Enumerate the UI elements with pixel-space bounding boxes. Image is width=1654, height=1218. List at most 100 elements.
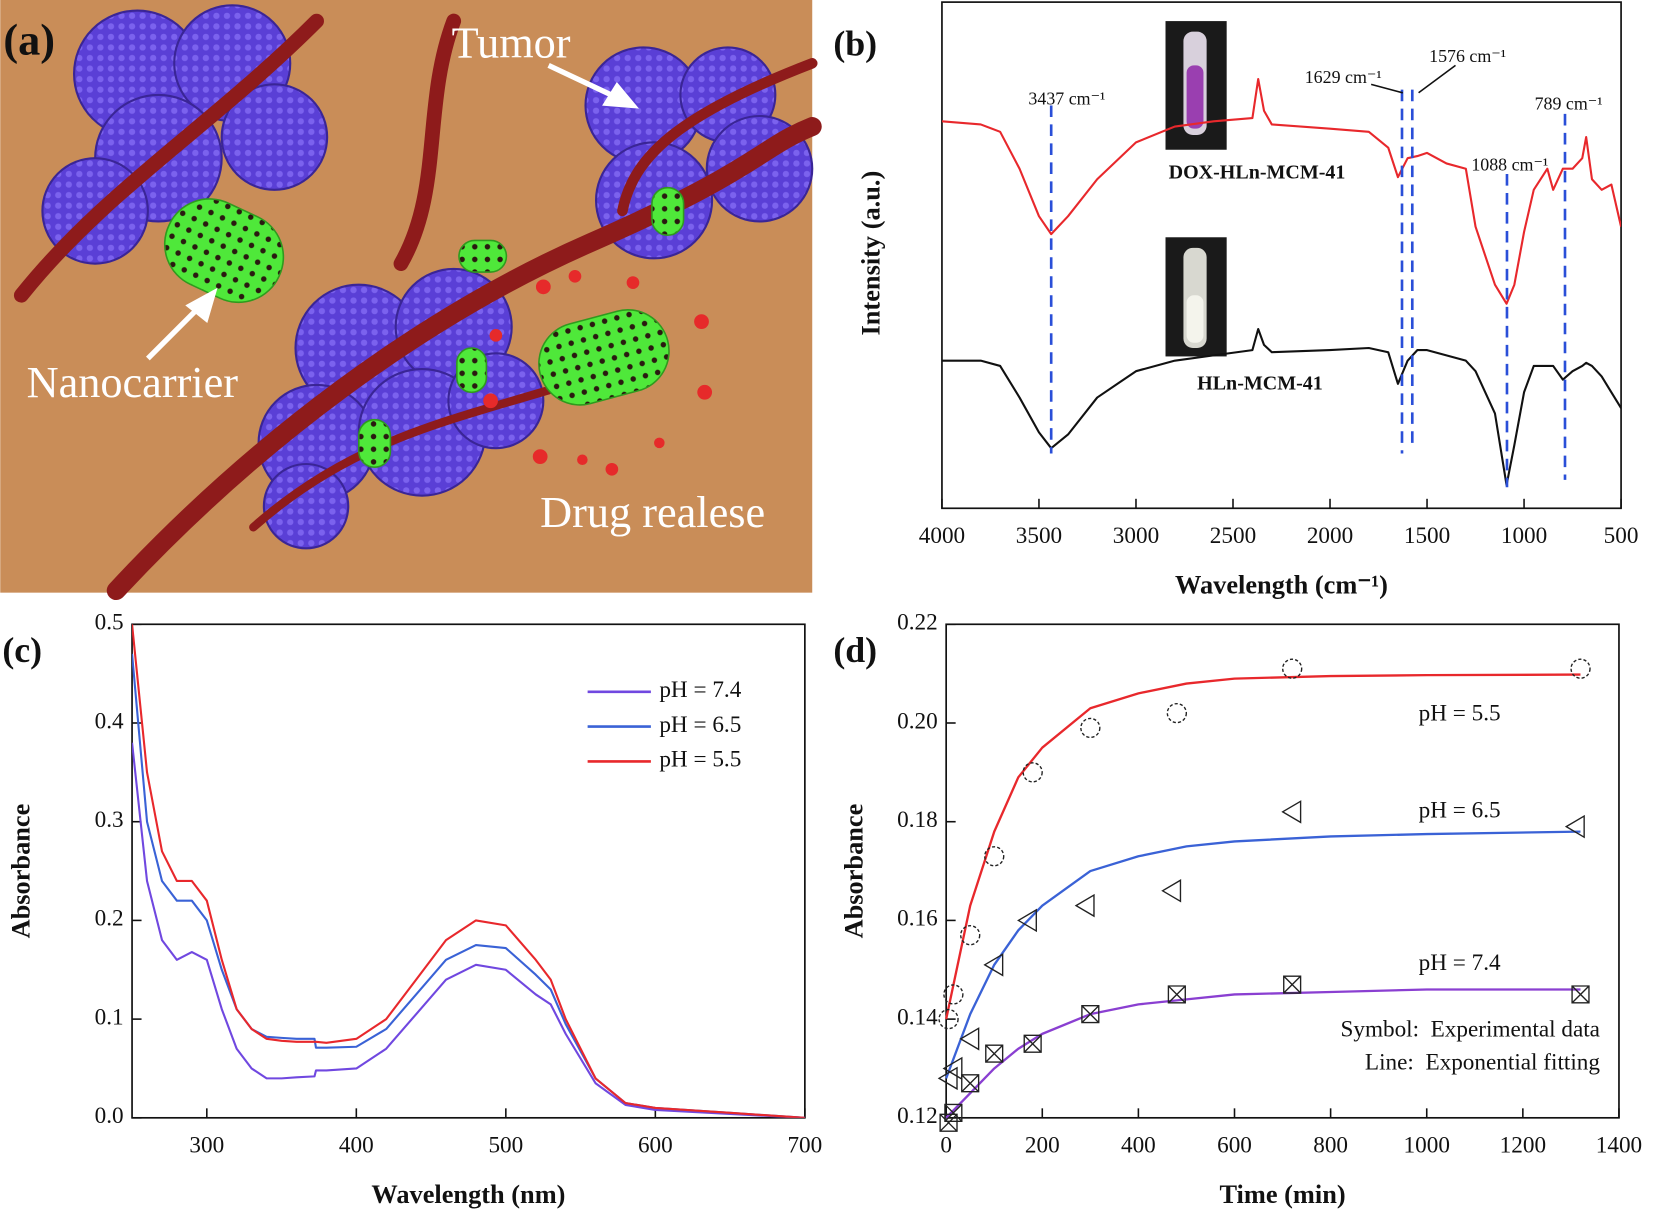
marker xyxy=(937,1066,958,1091)
panel: (c) Wavelength (nm) Absorbance 300 400 500 600… xyxy=(2,610,822,1209)
x-tick-label: 300 xyxy=(189,1133,224,1159)
annotation-label: 789 cm⁻¹ xyxy=(1535,94,1603,114)
data-line xyxy=(945,673,1581,1020)
y-tick-label: 0.22 xyxy=(897,610,938,636)
marker xyxy=(1281,658,1303,679)
data-line xyxy=(132,742,805,1118)
annotation-arrow xyxy=(1418,64,1456,94)
panel-label: (a) xyxy=(3,15,55,64)
marker xyxy=(961,1074,980,1093)
panel: (d) Time (min) Absorbance 0 200 400 600 800 1000… xyxy=(833,610,1642,1209)
plot-frame xyxy=(941,1,1622,510)
vial-photos xyxy=(1165,21,1227,357)
series-label: pH = 6.5 xyxy=(1419,797,1501,823)
marker xyxy=(959,1027,980,1051)
annotation: Line: Exponential fitting xyxy=(1365,1049,1600,1075)
x-tick-label: 400 xyxy=(339,1133,374,1159)
y-tick-label: 0.4 xyxy=(95,708,124,734)
legend-label: pH = 5.5 xyxy=(659,747,741,773)
legend-label: pH = 6.5 xyxy=(659,712,741,738)
data-line xyxy=(941,327,1622,487)
marker xyxy=(1017,908,1037,933)
x-tick-label: 1500 xyxy=(1404,523,1450,549)
y-tick-label: 0.14 xyxy=(897,1004,938,1030)
y-axis-title: Absorbance xyxy=(840,803,869,938)
blood-vessels xyxy=(13,13,822,601)
panel: (b) Wavelength (cm⁻¹) Intensity (a.u.) 4000… xyxy=(833,1,1638,599)
series-label: pH = 7.4 xyxy=(1419,950,1501,976)
marker xyxy=(1022,762,1043,783)
illustration-label: Tumor xyxy=(452,19,571,68)
x-tick-label: 1000 xyxy=(1404,1133,1450,1159)
marker xyxy=(960,925,981,946)
marker xyxy=(938,1008,959,1030)
marker xyxy=(1161,879,1182,903)
data-line xyxy=(941,78,1622,305)
x-tick-label: 4000 xyxy=(919,523,965,549)
panel-label: (c) xyxy=(2,630,42,670)
x-tick-label: 200 xyxy=(1025,1133,1060,1159)
nanocarriers xyxy=(163,186,685,468)
marker xyxy=(1023,1034,1042,1053)
annotation-label: 1576 cm⁻¹ xyxy=(1429,46,1506,66)
x-tick-label: 0 xyxy=(940,1133,952,1159)
x-tick-label: 1200 xyxy=(1500,1133,1546,1159)
marker xyxy=(944,1103,963,1123)
x-tick-label: 400 xyxy=(1121,1133,1156,1159)
drug-release xyxy=(483,269,713,476)
marker xyxy=(1564,814,1585,839)
marker xyxy=(1074,893,1095,918)
x-tick-label: 1000 xyxy=(1501,523,1547,549)
x-axis-title: Wavelength (nm) xyxy=(371,1180,565,1209)
marker xyxy=(984,846,1005,867)
data-line xyxy=(945,988,1581,1119)
data-line xyxy=(132,624,805,1118)
data-line xyxy=(945,830,1581,1079)
y-tick-label: 0.5 xyxy=(95,610,124,636)
y-tick-label: 0.3 xyxy=(95,807,124,833)
marker xyxy=(1080,717,1101,739)
annotation-label: 3437 cm⁻¹ xyxy=(1028,88,1105,108)
annotation-label: 1629 cm⁻¹ xyxy=(1305,67,1382,87)
data-line xyxy=(132,653,805,1118)
x-tick-label: 700 xyxy=(787,1133,822,1159)
y-tick-label: 0.16 xyxy=(897,906,938,932)
y-axis-title: Intensity (a.u.) xyxy=(856,171,885,336)
x-tick-label: 800 xyxy=(1313,1133,1348,1159)
marker xyxy=(1167,985,1186,1004)
y-tick-label: 0.0 xyxy=(95,1103,124,1129)
arrows xyxy=(146,62,640,361)
y-tick-label: 0.20 xyxy=(897,708,938,734)
series-label: DOX-HLn-MCM-41 xyxy=(1169,162,1346,184)
y-tick-label: 0.1 xyxy=(95,1004,124,1030)
marker xyxy=(983,953,1004,977)
x-tick-label: 500 xyxy=(488,1133,523,1159)
illustration-label: Drug realese xyxy=(540,488,765,537)
marker xyxy=(1166,702,1188,724)
panel-label: (b) xyxy=(833,24,877,64)
illustration-label: Nanocarrier xyxy=(27,358,239,407)
marker xyxy=(942,1056,963,1081)
x-tick-label: 3500 xyxy=(1016,523,1062,549)
illustration: Tumor Nanocarrier Drug realese (a) xyxy=(0,0,822,601)
legend-label: pH = 7.4 xyxy=(659,677,741,703)
x-tick-label: 2000 xyxy=(1307,523,1353,549)
marker xyxy=(1283,975,1302,994)
marker xyxy=(1571,985,1590,1004)
series-label: pH = 5.5 xyxy=(1419,700,1501,726)
panel-label: (d) xyxy=(833,630,877,670)
series-label: HLn-MCM-41 xyxy=(1197,373,1323,395)
marker xyxy=(1081,1005,1100,1024)
y-axis-title: Absorbance xyxy=(6,803,35,938)
y-tick-label: 0.12 xyxy=(897,1103,938,1129)
x-tick-label: 600 xyxy=(638,1133,673,1159)
y-tick-label: 0.2 xyxy=(95,906,124,932)
x-axis-title: Wavelength (cm⁻¹) xyxy=(1175,570,1388,599)
marker xyxy=(1570,658,1591,679)
marker xyxy=(943,984,964,1005)
x-tick-label: 600 xyxy=(1217,1133,1252,1159)
marker xyxy=(1281,800,1302,824)
plot-frame xyxy=(131,623,806,1119)
